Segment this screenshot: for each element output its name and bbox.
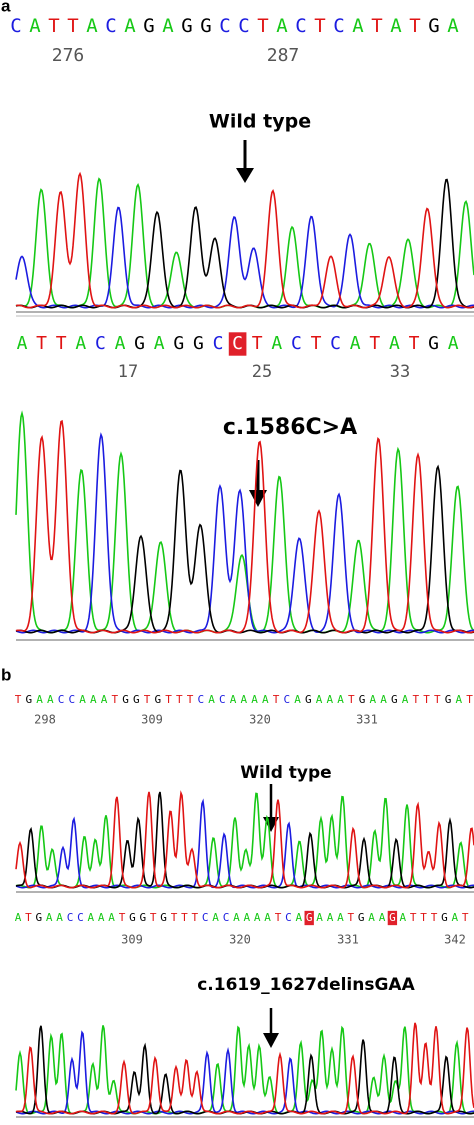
wild-type-label: Wild type <box>240 763 331 783</box>
trace-line <box>15 432 474 634</box>
trace-line <box>15 177 474 309</box>
position-number: 25 <box>252 362 272 382</box>
arrow <box>249 460 267 507</box>
position-number: 287 <box>267 45 300 66</box>
position-number: 331 <box>356 713 378 727</box>
chromatogram <box>15 410 474 634</box>
chromatogram <box>15 171 474 309</box>
sequence-text: C <box>232 333 243 354</box>
panel-label: b <box>1 665 11 684</box>
arrow <box>263 1008 279 1048</box>
position-number: 320 <box>229 933 251 947</box>
position-number: 309 <box>121 933 143 947</box>
trace-line <box>15 206 474 309</box>
mutation-label: c.1586C>A <box>223 415 357 440</box>
mutation-label: c.1619_1627delinsGAA <box>197 975 415 995</box>
panel-label: a <box>1 0 11 15</box>
trace-line <box>15 178 474 309</box>
mutation-highlight <box>228 332 247 356</box>
position-number: 309 <box>141 713 163 727</box>
trace-line <box>15 419 474 634</box>
trace-line <box>15 171 474 309</box>
position-number: 331 <box>337 933 359 947</box>
sequence-text: G <box>306 911 313 924</box>
position-number: 276 <box>52 45 85 66</box>
position-number: 320 <box>249 713 271 727</box>
wild-type-label: Wild type <box>209 111 311 133</box>
trace-line <box>15 792 474 889</box>
chromatogram <box>15 790 474 889</box>
position-number: 342 <box>444 933 466 947</box>
position-number: 298 <box>34 713 56 727</box>
arrow <box>236 140 254 183</box>
mutation-highlight <box>387 910 398 926</box>
position-number: 17 <box>118 362 138 382</box>
chromatogram <box>15 1022 474 1115</box>
trace-line <box>15 1022 474 1115</box>
trace-line <box>15 1025 474 1115</box>
trace-line <box>15 790 474 889</box>
trace-line <box>15 410 474 634</box>
mutation-highlight <box>304 910 314 926</box>
trace-line <box>15 1025 474 1115</box>
position-number: 33 <box>390 362 410 382</box>
sequence-text: G <box>389 911 396 924</box>
